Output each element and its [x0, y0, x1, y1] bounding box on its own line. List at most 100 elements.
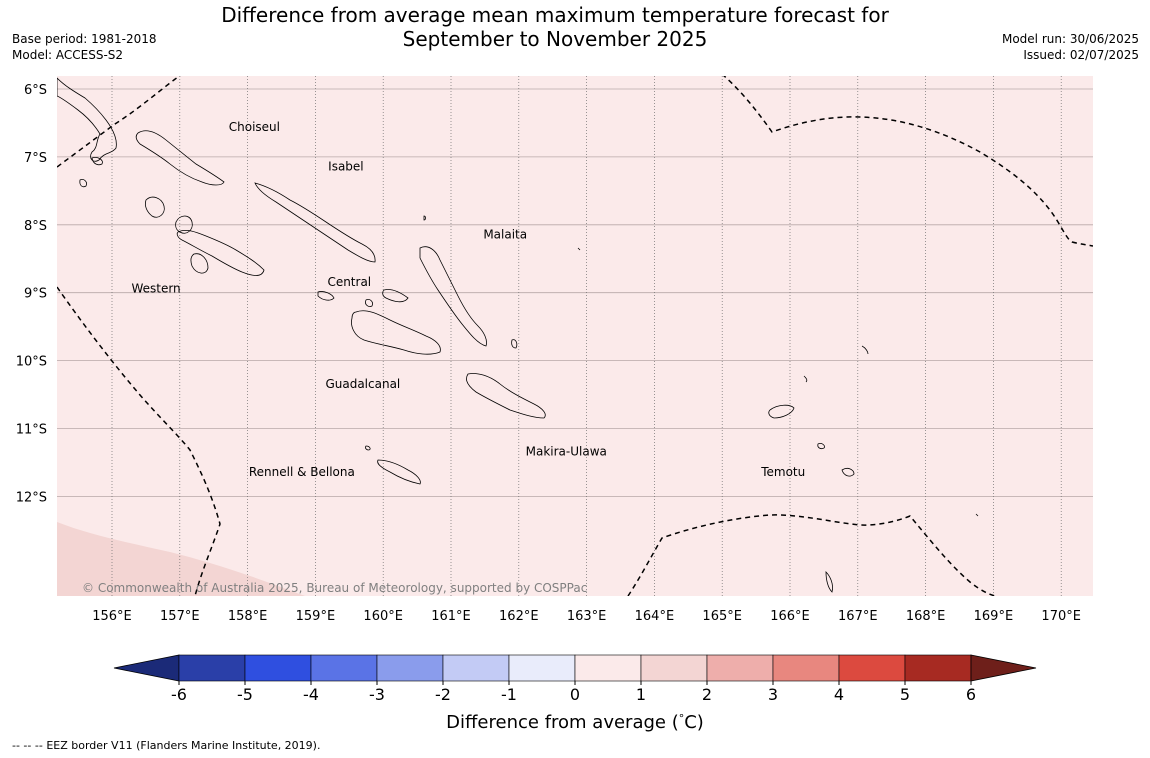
isabel-coast: [254, 182, 376, 263]
santa-cruz-coast: [768, 404, 795, 419]
province-label: Makira-Ulawa: [526, 445, 607, 459]
longitude-tick-label: 163°E: [567, 609, 607, 624]
colorbar-bin: [772, 654, 840, 682]
bougainville-coast: [57, 77, 117, 162]
colorbar-bin: [706, 654, 774, 682]
coastlines: [57, 77, 979, 593]
eez-border-west: [57, 286, 221, 596]
nggela-coast: [382, 289, 409, 303]
model-info: Base period: 1981-2018 Model: ACCESS-S2: [12, 31, 157, 63]
rendova-coast: [190, 253, 209, 274]
colorbar-tick-label: -1: [501, 685, 517, 704]
longitude-tick-label: 156°E: [92, 609, 132, 624]
colorbar-bin: [178, 654, 246, 682]
kolombangara-coast: [175, 215, 193, 234]
rennell-coast: [377, 459, 421, 485]
longitude-tick-label: 158°E: [228, 609, 268, 624]
utupua-coast: [817, 443, 825, 450]
vanikoro-coast: [841, 467, 855, 477]
province-label: Western: [131, 282, 180, 296]
vella-lavella-coast: [144, 196, 165, 218]
new-georgia-coast: [176, 229, 265, 276]
colorbar-bin: [376, 654, 444, 682]
latitude-labels: 6°S 7°S 8°S 9°S 10°S 11°S 12°S: [16, 83, 47, 505]
longitude-tick-label: 161°E: [431, 609, 471, 624]
colorbar: -6 -5 -4 -3 -2 -1 0 1 2 3 4 5 6 Difference from aver…: [113, 654, 1037, 733]
colorbar-bin: [508, 654, 576, 682]
latitude-tick-label: 7°S: [24, 151, 47, 166]
latitude-tick-label: 9°S: [24, 287, 47, 302]
bellona-coast: [365, 445, 371, 451]
eez-border-png-north: [57, 76, 181, 168]
colorbar-tick-label: 0: [570, 685, 580, 704]
colorbar-tick-label: -6: [171, 685, 187, 704]
colorbar-bin: [574, 654, 642, 682]
eez-border-northeast: [723, 76, 1093, 247]
eez-borders: [57, 76, 1093, 596]
colorbar-bin: [310, 654, 378, 682]
longitude-tick-label: 157°E: [160, 609, 200, 624]
colorbar-ticks: -6 -5 -4 -3 -2 -1 0 1 2 3 4 5 6: [171, 681, 976, 704]
province-label: Temotu: [760, 465, 805, 479]
province-label: Choiseul: [229, 120, 280, 134]
ulawa-coast: [511, 339, 518, 349]
colorbar-bins: [178, 654, 972, 682]
longitude-tick-label: 168°E: [906, 609, 946, 624]
longitude-labels: 156°E 157°E 158°E 159°E 160°E 161°E 162°E 163°E…: [92, 609, 1081, 624]
run-info: Model run: 30/06/2025 Issued: 02/07/2025: [1002, 31, 1139, 63]
colorbar-tick-label: -5: [237, 685, 253, 704]
eez-legend-text: EEZ border V11 (Flanders Marine Institut…: [46, 739, 321, 752]
province-label: Central: [327, 275, 371, 289]
colorbar-label: Difference from average (°C): [446, 712, 704, 733]
latitude-tick-label: 12°S: [16, 490, 47, 505]
longitude-tick-label: 170°E: [1041, 609, 1081, 624]
base-period: Base period: 1981-2018: [12, 32, 157, 46]
longitude-tick-label: 169°E: [974, 609, 1014, 624]
colorbar-over-arrow: [970, 654, 1037, 682]
copyright-notice: © Commonwealth of Australia 2025, Bureau…: [82, 581, 587, 595]
ranongga-coast: [79, 179, 87, 188]
latitude-tick-label: 8°S: [24, 219, 47, 234]
colorbar-tick-label: 4: [834, 685, 844, 704]
shortland-coast: [91, 157, 103, 166]
colorbar-bin: [244, 654, 312, 682]
colorbar-bin: [442, 654, 510, 682]
colorbar-tick-label: 1: [636, 685, 646, 704]
longitude-tick-label: 165°E: [702, 609, 742, 624]
colorbar-bin: [838, 654, 906, 682]
choiseul-coast: [135, 130, 225, 186]
province-labels: Choiseul Isabel Malaita Western Central Guada…: [131, 120, 805, 479]
longitude-tick-label: 159°E: [296, 609, 336, 624]
province-label: Guadalcanal: [325, 377, 400, 391]
fatutaka-coast: [975, 513, 979, 517]
colorbar-under-arrow: [113, 654, 180, 682]
model-run: Model run: 30/06/2025: [1001, 32, 1139, 46]
province-label: Malaita: [483, 227, 527, 241]
issued-date: Issued: 02/07/2025: [1023, 48, 1139, 62]
longitude-tick-label: 166°E: [770, 609, 810, 624]
province-label: Isabel: [328, 159, 363, 173]
sikaiana-coast: [577, 247, 581, 251]
anomaly-fill-0-to-1: [57, 76, 1093, 596]
reef-islands-coast: [803, 375, 808, 383]
guadalcanal-coast: [351, 310, 441, 355]
longitude-tick-label: 164°E: [635, 609, 675, 624]
colorbar-bin: [904, 654, 972, 682]
colorbar-tick-label: 3: [768, 685, 778, 704]
colorbar-tick-label: -2: [435, 685, 451, 704]
colorbar-tick-label: 2: [702, 685, 712, 704]
colorbar-tick-label: -4: [303, 685, 319, 704]
latitude-tick-label: 6°S: [24, 83, 47, 98]
malaita-coast: [419, 246, 487, 347]
colorbar-tick-label: -3: [369, 685, 385, 704]
anomaly-fill-1-to-2: [57, 522, 305, 596]
ontong-islet-coast: [423, 215, 426, 221]
title-line-2: September to November 2025: [402, 27, 708, 51]
model-name: Model: ACCESS-S2: [12, 48, 124, 62]
longitude-tick-label: 167°E: [838, 609, 878, 624]
eez-legend: -- -- -- EEZ border V11 (Flanders Marine…: [12, 739, 320, 753]
longitude-tick-label: 162°E: [499, 609, 539, 624]
latitude-tick-label: 10°S: [16, 355, 47, 370]
savo-coast: [365, 299, 373, 307]
